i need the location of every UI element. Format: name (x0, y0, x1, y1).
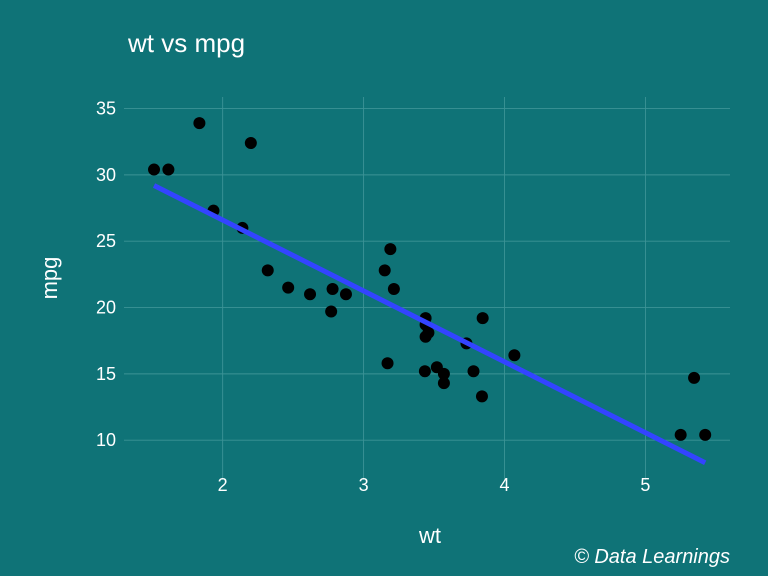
y-tick-label: 30 (96, 165, 116, 185)
data-point (437, 377, 450, 390)
x-tick-labels: 2 3 4 5 (218, 475, 651, 495)
x-tick-label: 4 (500, 475, 510, 495)
y-tick-label: 10 (96, 430, 116, 450)
data-point (387, 282, 400, 295)
data-point (422, 326, 435, 339)
y-axis-title: mpg (37, 257, 62, 300)
data-point (381, 357, 394, 370)
data-point (437, 367, 450, 380)
x-tick-label: 5 (640, 475, 650, 495)
data-point (339, 288, 352, 301)
regression-line-group (152, 183, 707, 465)
x-tick-label: 3 (359, 475, 369, 495)
grid (124, 97, 730, 480)
data-point (193, 117, 206, 130)
data-point (418, 365, 431, 378)
data-point (261, 264, 274, 277)
data-point (244, 137, 257, 150)
y-tick-labels: 10 15 20 25 30 35 (96, 99, 116, 451)
data-point (384, 243, 397, 256)
data-point (508, 349, 521, 362)
data-point (475, 390, 488, 403)
chart-title: wt vs mpg (127, 28, 245, 58)
data-point (688, 371, 701, 384)
y-tick-label: 35 (96, 99, 116, 119)
y-tick-label: 25 (96, 231, 116, 251)
data-point (476, 312, 489, 325)
data-point (148, 163, 161, 176)
x-axis-title: wt (418, 523, 441, 548)
x-tick-label: 2 (218, 475, 228, 495)
caption: © Data Learnings (574, 546, 730, 568)
data-point (674, 428, 687, 441)
data-point (282, 281, 295, 294)
data-point (378, 264, 391, 277)
data-point (326, 282, 339, 295)
data-point (467, 365, 480, 378)
regression-line (152, 183, 707, 465)
data-point (304, 288, 317, 301)
data-point (699, 428, 712, 441)
data-point (325, 305, 338, 318)
data-point (162, 163, 175, 176)
y-tick-label: 20 (96, 298, 116, 318)
y-tick-label: 15 (96, 364, 116, 384)
